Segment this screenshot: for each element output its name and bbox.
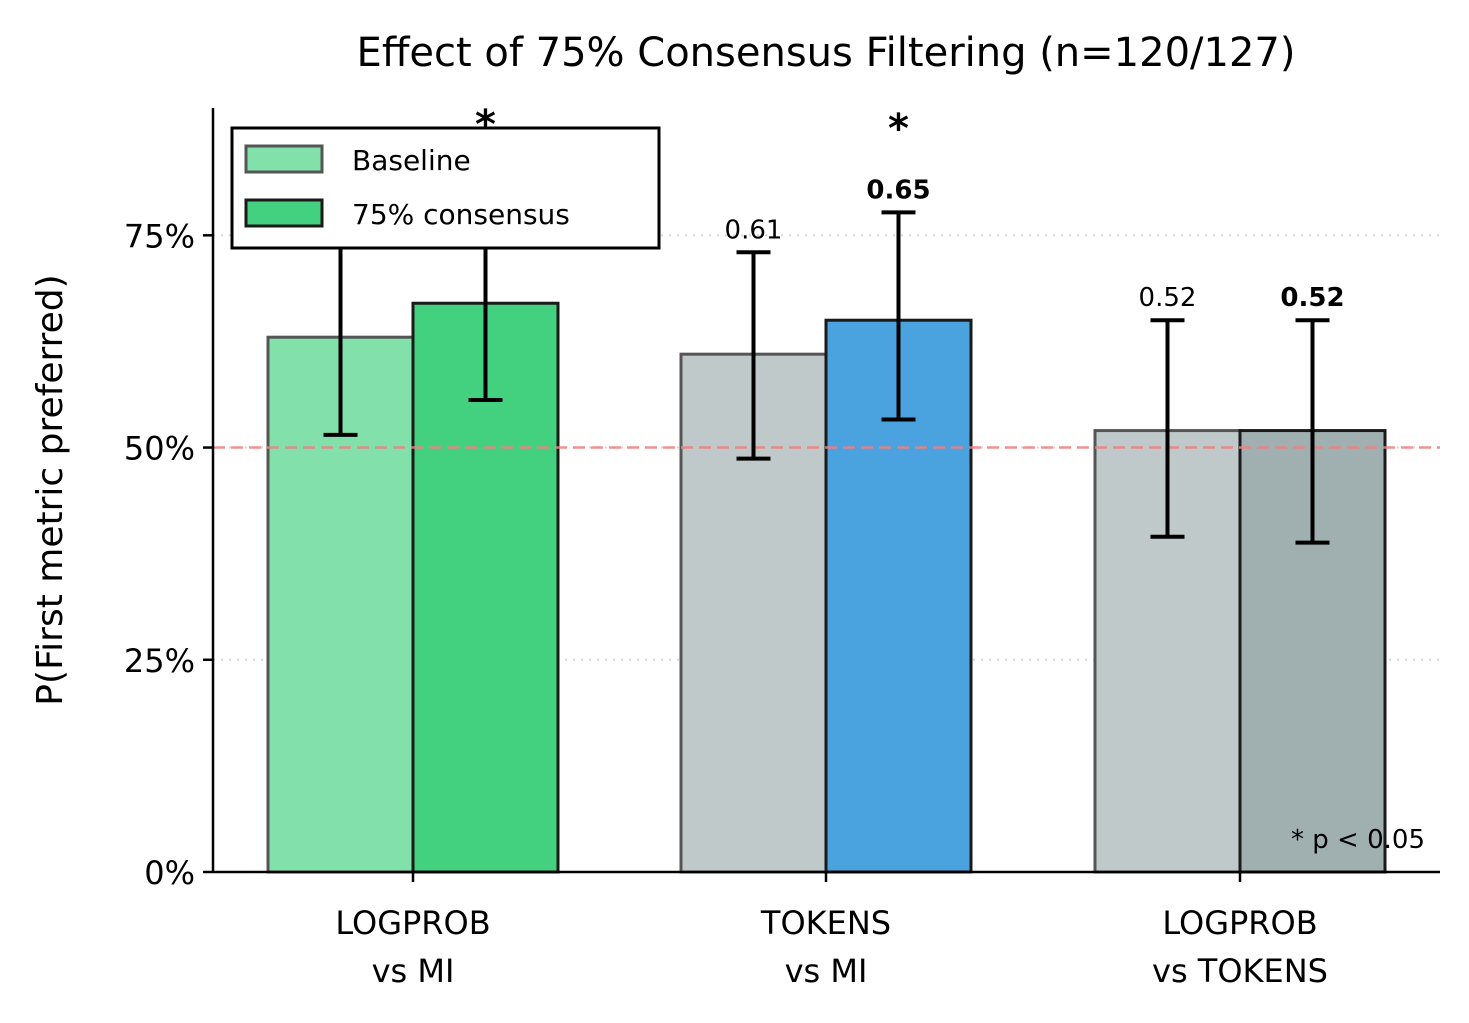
x-tick-label-2-0: LOGPROB xyxy=(1162,904,1317,942)
legend-swatch-baseline xyxy=(244,144,324,174)
data-label-consensus-2: 0.52 xyxy=(1280,283,1344,313)
tick-labels: 0% 25% 50% 75% LOGPROB vs MI TOKENS vs MI LOGPRO… xyxy=(124,217,1328,990)
y-tick-label-3: 75% xyxy=(124,217,195,255)
x-tick-label-1-0: TOKENS xyxy=(760,904,891,942)
x-tick-label-0-1: vs MI xyxy=(372,952,455,990)
x-tick-label-1-1: vs MI xyxy=(785,952,868,990)
legend: Baseline 75% consensus xyxy=(230,126,661,250)
x-tick-label-0-0: LOGPROB xyxy=(335,904,490,942)
y-tick-label-0: 0% xyxy=(144,854,195,892)
data-label-baseline-2: 0.52 xyxy=(1139,283,1197,313)
y-tick-label-2: 50% xyxy=(124,430,195,468)
chart-title: Effect of 75% Consensus Filtering (n=120… xyxy=(357,30,1296,76)
significance-star-1: * xyxy=(888,106,909,152)
legend-label-baseline: Baseline xyxy=(352,144,471,177)
significance-note: * p < 0.05 xyxy=(1291,825,1425,855)
y-tick-label-1: 25% xyxy=(124,642,195,680)
y-axis-label: P(First metric preferred) xyxy=(30,274,71,705)
legend-swatch-consensus xyxy=(244,198,324,228)
data-label-consensus-1: 0.65 xyxy=(866,175,930,205)
x-tick-label-2-1: vs TOKENS xyxy=(1152,952,1328,990)
data-labels: 0.610.520.650.52* * xyxy=(475,102,1345,313)
data-label-baseline-1: 0.61 xyxy=(725,215,783,245)
legend-label-consensus: 75% consensus xyxy=(352,198,570,231)
bars xyxy=(266,301,1387,874)
